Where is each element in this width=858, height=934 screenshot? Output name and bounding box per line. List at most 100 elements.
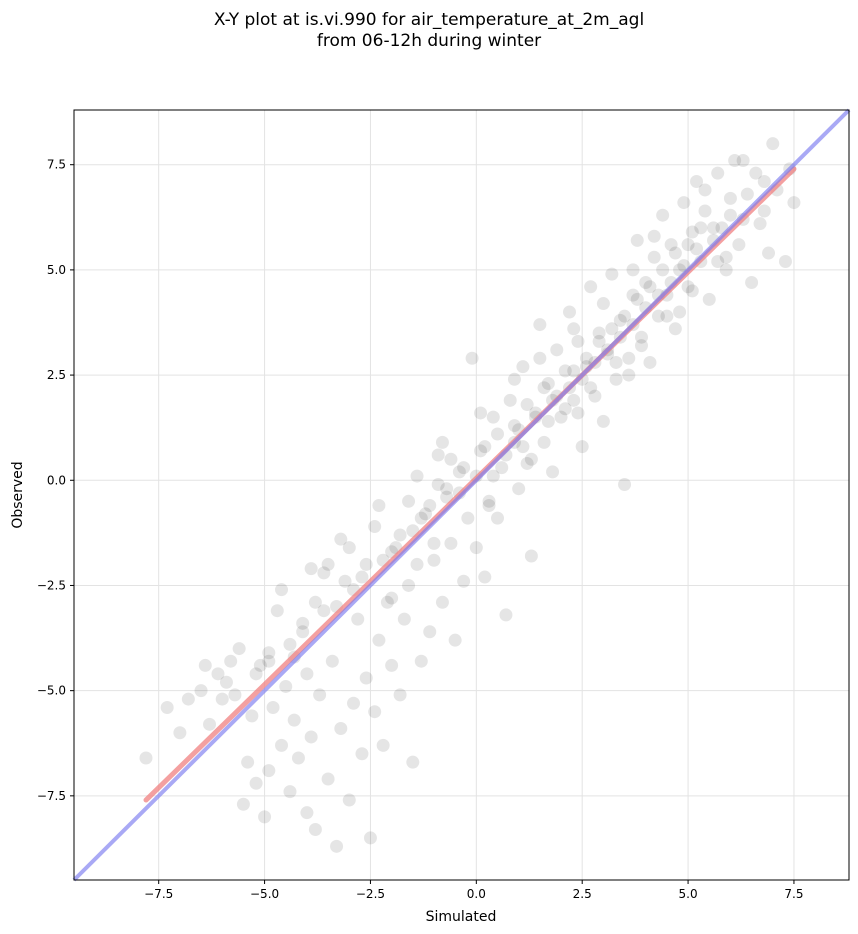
data-point: [444, 536, 458, 550]
data-point: [643, 355, 657, 369]
data-point: [507, 419, 521, 433]
data-point: [673, 305, 687, 319]
data-point: [224, 654, 238, 668]
data-point: [512, 482, 526, 496]
data-point: [232, 642, 246, 656]
data-point: [317, 566, 331, 580]
identity-line: [72, 108, 851, 882]
data-point: [448, 633, 462, 647]
data-point: [419, 507, 433, 521]
data-point: [753, 217, 767, 231]
grid: [74, 110, 849, 880]
data-point: [609, 372, 623, 386]
data-point: [664, 238, 678, 252]
data-point: [630, 292, 644, 306]
data-point: [342, 541, 356, 555]
data-point: [338, 574, 352, 588]
data-point: [283, 637, 297, 651]
data-point: [334, 532, 348, 546]
data-point: [732, 238, 746, 252]
data-point: [562, 305, 576, 319]
data-point: [537, 381, 551, 395]
data-point: [575, 440, 589, 454]
data-point: [541, 414, 555, 428]
data-point: [402, 494, 416, 508]
data-point: [711, 166, 725, 180]
data-point: [198, 658, 212, 672]
data-point: [304, 730, 318, 744]
data-point: [668, 246, 682, 260]
data-point: [241, 755, 255, 769]
data-point: [414, 511, 428, 525]
data-point: [427, 553, 441, 567]
data-point: [287, 713, 301, 727]
data-point: [380, 595, 394, 609]
data-point: [296, 625, 310, 639]
data-point: [393, 688, 407, 702]
data-point: [160, 700, 174, 714]
data-point: [634, 339, 648, 353]
data-point: [567, 364, 581, 378]
data-point: [749, 166, 763, 180]
data-point: [609, 355, 623, 369]
data-point: [618, 477, 632, 491]
x-tick-label: 2.5: [573, 887, 592, 901]
data-point: [630, 233, 644, 247]
data-point: [745, 276, 759, 290]
data-point: [622, 351, 636, 365]
data-point: [300, 667, 314, 681]
data-point: [516, 360, 530, 374]
data-point: [694, 221, 708, 235]
data-point: [393, 528, 407, 542]
data-point: [334, 722, 348, 736]
data-point: [457, 461, 471, 475]
data-point: [368, 705, 382, 719]
data-point: [258, 810, 272, 824]
data-point: [291, 751, 305, 765]
data-point: [321, 557, 335, 571]
data-point: [766, 137, 780, 151]
data-point: [410, 469, 424, 483]
data-point: [571, 406, 585, 420]
data-point: [787, 196, 801, 210]
data-point: [317, 604, 331, 618]
data-point: [537, 435, 551, 449]
data-point: [486, 469, 500, 483]
data-point: [495, 461, 509, 475]
data-point: [622, 368, 636, 382]
data-point: [427, 536, 441, 550]
data-point: [262, 764, 276, 778]
data-point: [567, 393, 581, 407]
data-point: [236, 797, 250, 811]
x-axis-ticks: −7.5 −5.0 −2.5 0.0 2.5 5.0 7.5: [144, 880, 803, 901]
data-point: [668, 322, 682, 336]
data-point: [452, 465, 466, 479]
data-point: [681, 280, 695, 294]
data-point: [533, 318, 547, 332]
data-point: [685, 284, 699, 298]
data-point: [321, 772, 335, 786]
data-point: [681, 238, 695, 252]
data-point: [685, 225, 699, 239]
data-point: [194, 684, 208, 698]
data-point: [490, 511, 504, 525]
data-point: [330, 839, 344, 853]
y-tick-label: −5.0: [37, 684, 66, 698]
data-point: [605, 322, 619, 336]
data-point: [706, 221, 720, 235]
data-point: [736, 153, 750, 167]
data-point: [757, 204, 771, 218]
data-point: [262, 646, 276, 660]
data-point: [584, 280, 598, 294]
scatter-points: [139, 137, 801, 853]
data-point: [516, 440, 530, 454]
data-point: [376, 738, 390, 752]
data-point: [651, 309, 665, 323]
data-point: [579, 351, 593, 365]
data-point: [215, 692, 229, 706]
data-point: [503, 393, 517, 407]
data-point: [359, 557, 373, 571]
data-point: [435, 435, 449, 449]
data-point: [626, 288, 640, 302]
